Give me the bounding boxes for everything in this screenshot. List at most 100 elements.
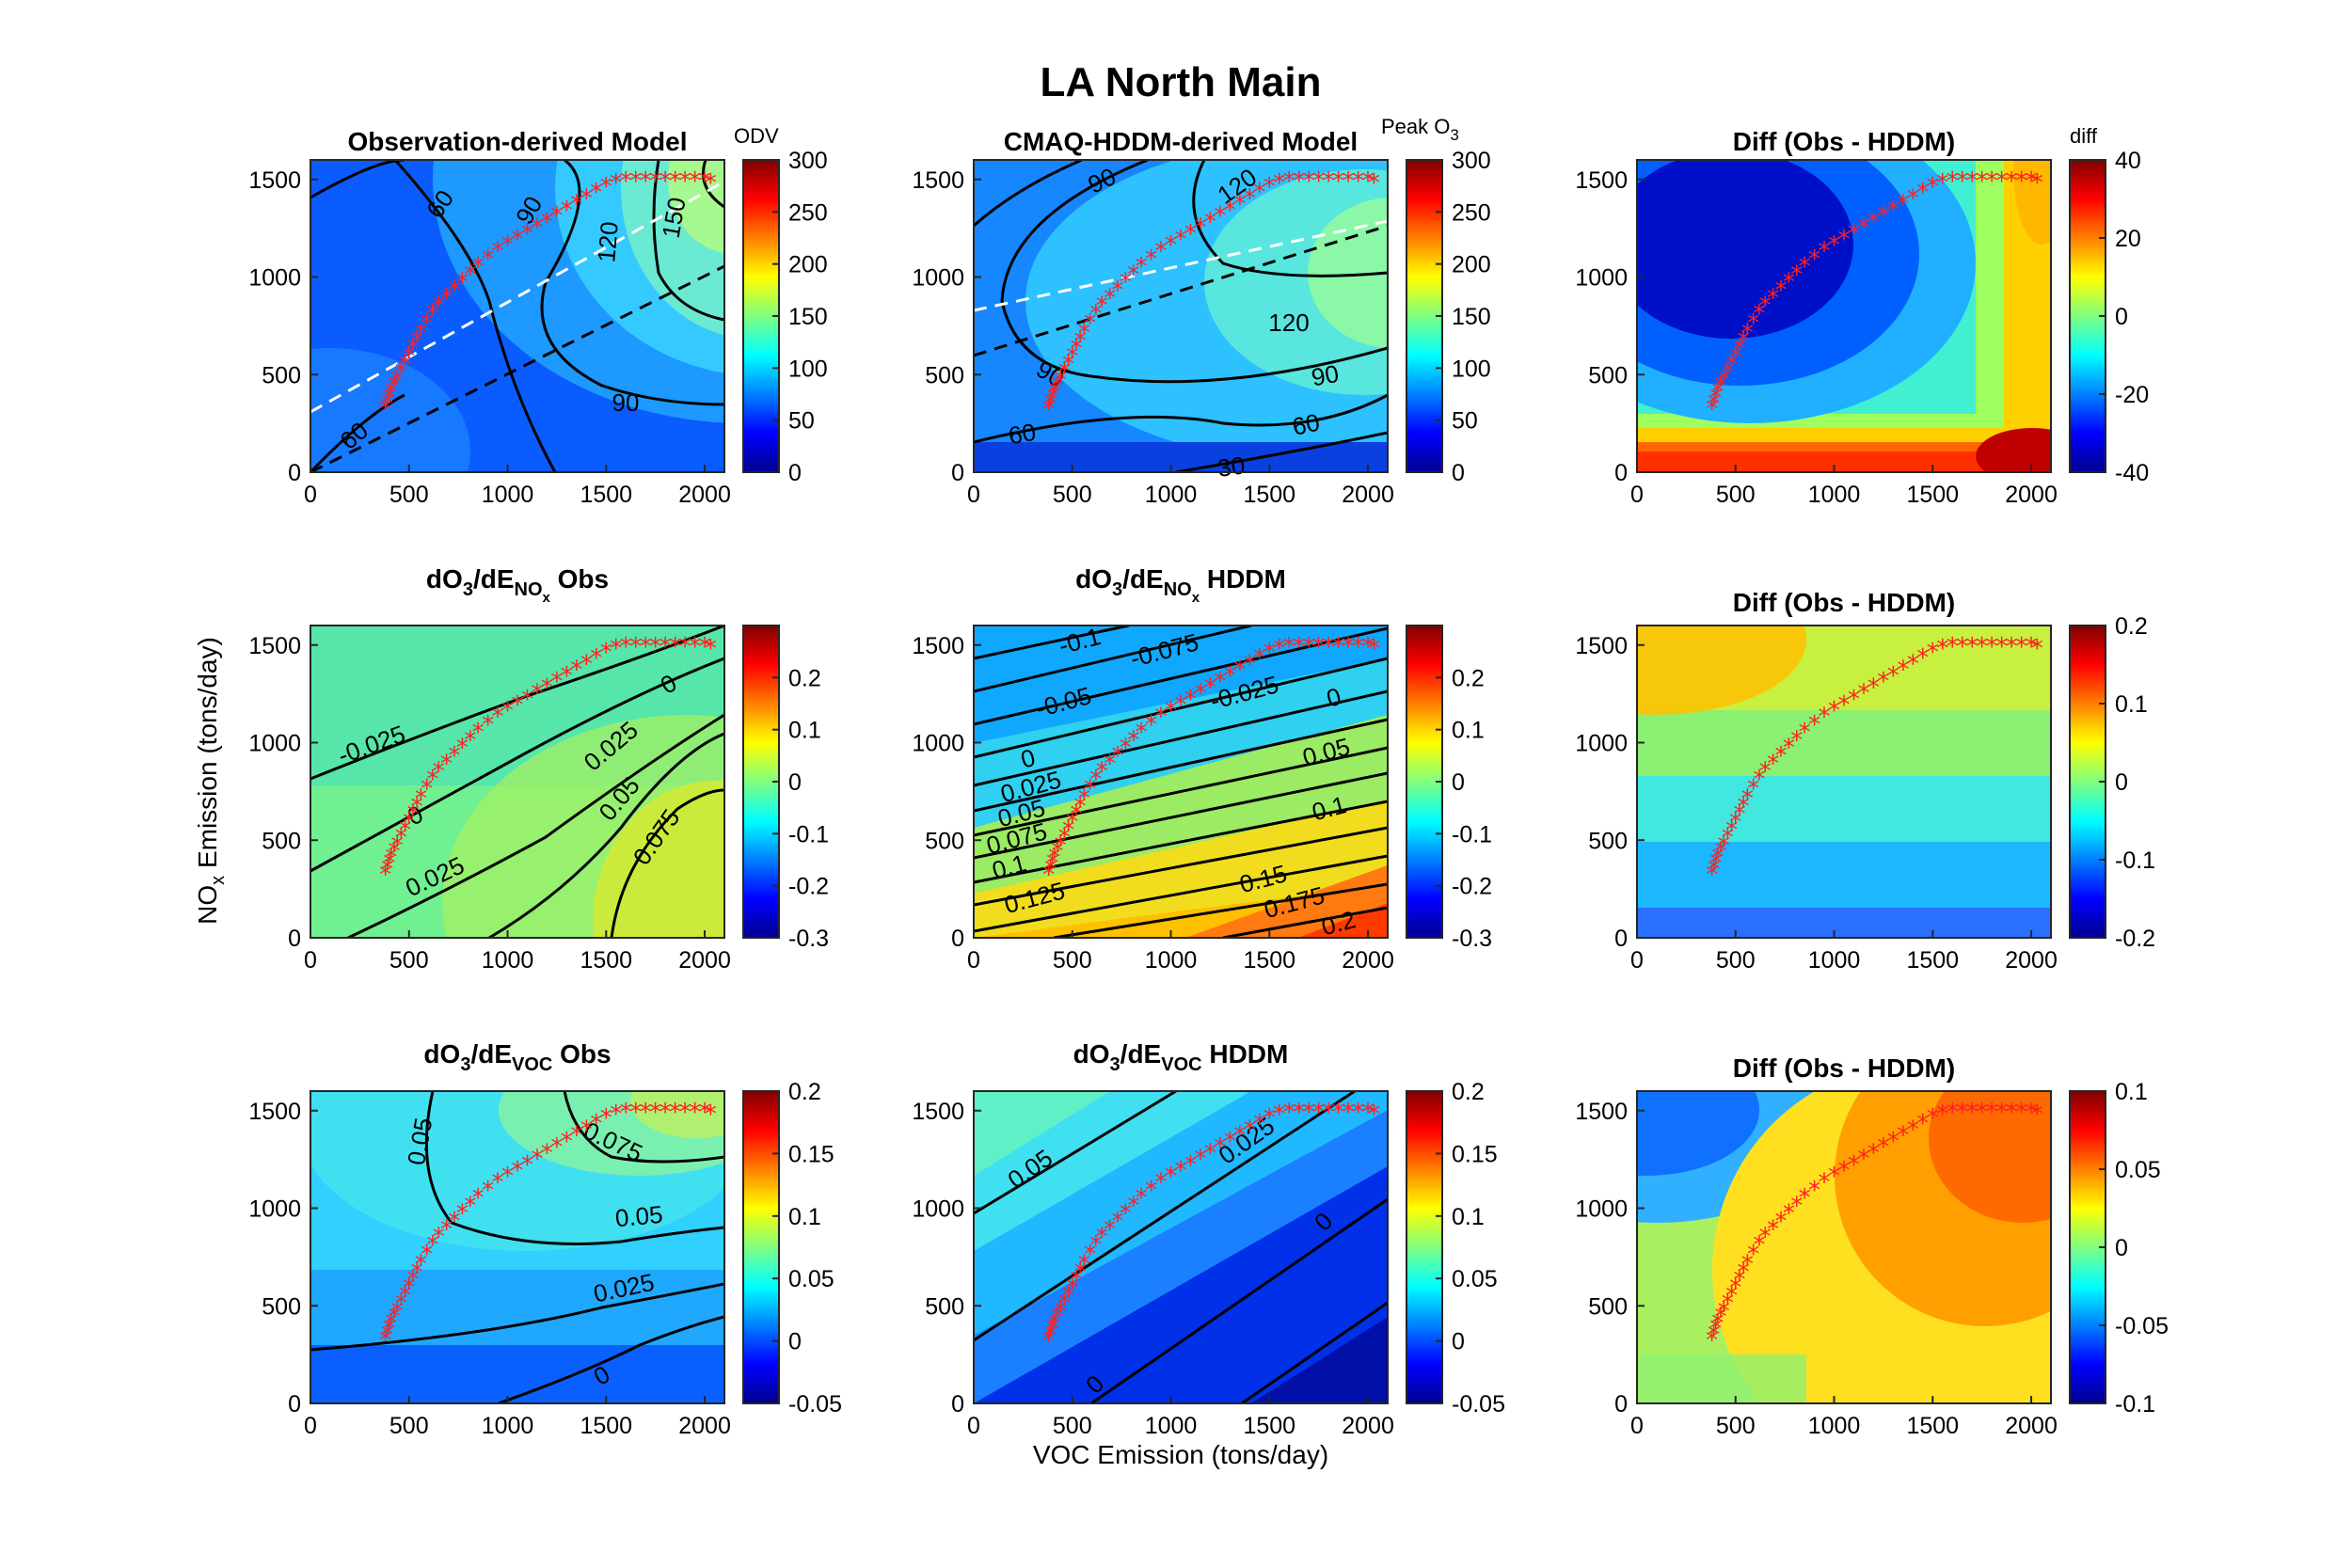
trajectory-point: * [1078, 1251, 1090, 1279]
trajectory-point: * [1706, 862, 1718, 890]
colorbar-tick-label: 0.2 [788, 665, 821, 691]
colorbar-tick-label: 0 [2115, 1235, 2128, 1261]
panel-title: dO3/dEVOC Obs [423, 1039, 611, 1075]
contour-label: 150 [657, 195, 691, 240]
trajectory-point: * [1062, 1282, 1074, 1310]
trajectory-point: * [580, 1116, 593, 1144]
trajectory-point: * [561, 197, 573, 225]
colorbar-tick-label: 50 [788, 408, 815, 435]
trajectory-point: * [1887, 1128, 1899, 1156]
trajectory-point: * [1184, 220, 1197, 248]
trajectory-point: * [1214, 1133, 1226, 1162]
trajectory-point: * [379, 1327, 391, 1355]
trajectory-point: * [689, 633, 701, 661]
trajectory-point: * [391, 366, 404, 394]
trajectory-point: * [1741, 1251, 1754, 1279]
trajectory-point: * [1729, 809, 1741, 837]
y-tick-label: 1000 [912, 265, 964, 292]
trajectory-point: * [570, 1122, 582, 1150]
trajectory-point: * [1708, 855, 1720, 883]
trajectory-point: * [620, 167, 632, 196]
trajectory-point: * [521, 1151, 533, 1180]
trajectory-point: * [1857, 214, 1869, 243]
trajectory-point: * [531, 214, 543, 243]
trajectory-point: * [1838, 1157, 1851, 1185]
trajectory-point: * [406, 1266, 419, 1294]
panel-title: Diff (Obs - HDDM) [1733, 588, 1955, 617]
trajectory-point: * [2031, 635, 2043, 663]
trajectory-markers: ****************************************… [379, 1099, 717, 1355]
trajectory-point: * [472, 719, 485, 747]
trajectory-point: * [1767, 284, 1779, 312]
trajectory-point: * [1828, 697, 1840, 725]
trajectory-point: * [1145, 1177, 1157, 1205]
trajectory-point: * [541, 1139, 553, 1167]
x-tick-label: 0 [304, 482, 317, 508]
trajectory-point: * [1729, 343, 1741, 372]
x-tick-label: 1500 [1243, 1413, 1295, 1439]
x-tick-label: 1000 [1808, 1413, 1861, 1439]
colorbar-tick-label: 0.1 [2115, 1079, 2148, 1105]
trajectory-point: * [1066, 343, 1078, 372]
trajectory-point: * [1916, 1110, 1929, 1138]
colorbar-tick-label: 150 [1452, 304, 1491, 330]
trajectory-point: * [1956, 167, 1968, 196]
trajectory-point: * [1947, 633, 1959, 661]
trajectory-point: * [383, 849, 395, 878]
trajectory-point: * [1312, 633, 1325, 661]
trajectory-point: * [1747, 1241, 1759, 1269]
colorbar-tick-label: 200 [1452, 252, 1491, 278]
x-tick-label: 1500 [1906, 482, 1959, 508]
trajectory-point: * [1224, 662, 1236, 690]
trajectory-point: * [1096, 293, 1108, 321]
trajectory-point: * [531, 1146, 543, 1174]
colorbar-tick-label: -0.2 [788, 874, 829, 900]
heatmap-dnox-hddm [974, 626, 1388, 938]
x-tick-label: 2000 [1342, 1413, 1394, 1439]
trajectory-point: * [1907, 650, 1919, 678]
trajectory-point: * [1976, 633, 1988, 661]
trajectory-point: * [1995, 633, 2008, 661]
trajectory-point: * [1312, 1099, 1325, 1127]
trajectory-point: * [1828, 1163, 1840, 1191]
trajectory-point: * [1897, 657, 1909, 685]
trajectory-point: * [1111, 277, 1123, 305]
trajectory-point: * [1747, 309, 1759, 338]
trajectory-point: * [1233, 657, 1246, 685]
trajectory-point: * [411, 1259, 423, 1287]
trajectory-point: * [1244, 650, 1256, 678]
trajectory-point: * [391, 1297, 404, 1325]
y-tick-label: 0 [951, 460, 964, 486]
trajectory-point: * [1927, 173, 1939, 201]
trajectory-point: * [1995, 1099, 2008, 1127]
colorbar-tick-label: 0.1 [788, 1204, 821, 1230]
x-tick-label: 0 [1630, 947, 1644, 974]
trajectory-point: * [403, 343, 415, 372]
trajectory-point: * [415, 1251, 427, 1279]
y-tick-label: 1000 [248, 731, 301, 757]
colorbar-tick-label: 0.1 [1452, 1204, 1485, 1230]
trajectory-point: * [1819, 703, 1831, 731]
trajectory-point: * [1986, 167, 1998, 196]
contour-label: 30 [1216, 451, 1247, 483]
trajectory-point: * [1089, 300, 1102, 328]
trajectory-point: * [426, 300, 438, 328]
trajectory-point: * [1089, 1231, 1102, 1259]
y-tick-label: 1000 [248, 265, 301, 292]
trajectory-point: * [1738, 1259, 1750, 1287]
trajectory-point: * [1066, 1275, 1078, 1303]
trajectory-point: * [512, 226, 524, 254]
trajectory-point: * [1352, 633, 1364, 661]
trajectory-point: * [1783, 269, 1795, 297]
colorbar-tick-label: 0.1 [1452, 718, 1485, 744]
contour-label: 120 [1268, 309, 1309, 337]
panel-title: Diff (Obs - HDDM) [1733, 127, 1955, 156]
trajectory-point: * [1253, 179, 1265, 207]
trajectory-point: * [1048, 1309, 1060, 1338]
trajectory-point: * [1127, 726, 1139, 754]
trajectory-point: * [1368, 169, 1380, 198]
y-tick-label: 500 [925, 828, 964, 854]
trajectory-point: * [2026, 1099, 2038, 1127]
trajectory-point: * [1897, 1122, 1909, 1150]
x-tick-label: 500 [1053, 1413, 1092, 1439]
